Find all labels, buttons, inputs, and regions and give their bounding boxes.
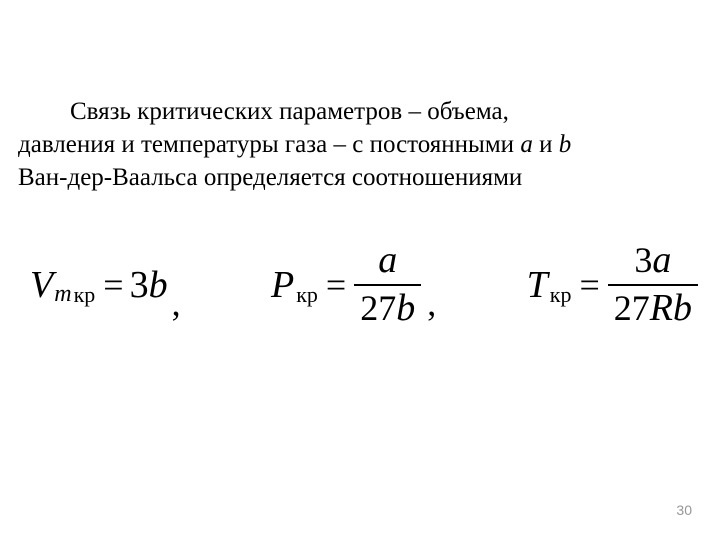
text-run: Связь критических параметров [70,98,408,125]
num-27: 27 [360,288,396,328]
equation-temperature: Tкр = 3a 27Rb [527,240,700,330]
var-P: P [271,263,294,307]
var-b: b [149,263,168,307]
paragraph-line: Ван-дер-Ваальса определяется соотношения… [18,164,522,191]
equation-volume: Vm кр = 3b, [30,263,181,307]
var-b: b [559,131,572,158]
var-a: a [520,131,533,158]
num-27: 27 [614,288,650,328]
equals-sign: = [326,264,346,306]
fraction-bar [354,284,421,286]
text-run: с постоянными [346,131,520,158]
fraction-numerator: a [372,240,403,282]
subscript-kr: кр [74,282,96,308]
var-V: V [30,263,53,307]
slide-page: Связь критических параметров – объема, д… [0,0,720,540]
fraction-denominator: 27Rb [608,288,698,330]
comma: , [427,282,436,324]
comma: , [172,282,181,324]
equals-sign: = [103,264,123,306]
dash: – [408,98,421,125]
subscript-kr: кр [550,282,572,308]
coef-3: 3 [130,263,149,307]
fraction: 3a 27Rb [608,240,698,330]
body-paragraph: Связь критических параметров – объема, д… [18,95,720,194]
var-T: T [527,263,548,307]
paragraph-line: Связь критических параметров – объема, [18,95,720,128]
fraction-numerator: 3a [628,240,677,282]
paragraph-line: давления и температуры газа – с постоянн… [18,131,571,158]
equation-pressure: Pкр = a 27b , [271,240,436,330]
page-number: 30 [676,502,692,518]
fraction-bar [608,284,698,286]
var-a: a [652,239,671,281]
var-R: R [650,287,673,329]
var-b: b [396,287,415,329]
fraction-denominator: 27b [354,288,421,330]
dash: – [333,131,346,158]
var-b: b [673,287,692,329]
equations-row: Vm кр = 3b, Pкр = a 27b , Tкр = 3a 27Rb [30,240,700,330]
subscript-kr: кр [296,282,318,308]
equals-sign: = [579,264,599,306]
text-run: объема, [421,98,509,125]
subscript-m: m [54,281,71,308]
text-run: давления и температуры газа [18,131,333,158]
fraction: a 27b [354,240,421,330]
num-3: 3 [634,240,652,280]
text-run: и [533,131,559,158]
var-a: a [378,239,397,281]
